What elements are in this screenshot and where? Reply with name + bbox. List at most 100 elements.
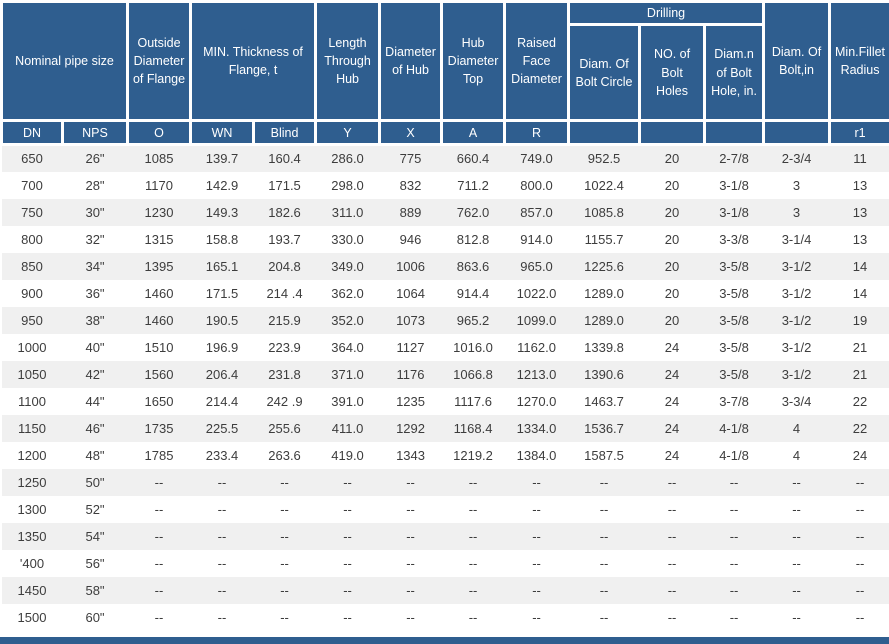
cell: 54": [85, 528, 105, 544]
table-row: '400 56" -- -- -- -- -- -- -- -- -- -- -- --: [1, 549, 889, 577]
cell: 952.5: [587, 151, 621, 167]
cell: 1000: [17, 339, 47, 355]
cell: 193.7: [268, 231, 301, 247]
cell: 165.1: [205, 258, 239, 274]
cell: --: [532, 501, 541, 517]
cell: 749.0: [520, 151, 553, 167]
cell: --: [729, 528, 739, 544]
cell: --: [343, 582, 352, 598]
cell: 263.6: [268, 447, 301, 463]
cell: --: [532, 609, 541, 625]
code-bolt-holes-blank: [638, 119, 707, 147]
table-row: 1450 58" -- -- -- -- -- -- -- -- -- -- -- --: [1, 576, 889, 604]
cell: 206.4: [205, 366, 239, 382]
cell: --: [343, 555, 352, 571]
table-header: Nominal pipe size Outside Diameter of Fl…: [0, 0, 889, 147]
cell: 21: [852, 339, 868, 355]
header-diameter-of-hub: Diameter of Hub: [378, 0, 444, 123]
cell: 24: [664, 366, 680, 382]
cell: 24: [664, 420, 680, 436]
cell: --: [855, 609, 865, 625]
cell: --: [343, 501, 352, 517]
table-row: 1300 52" -- -- -- -- -- -- -- -- -- -- -- --: [1, 495, 889, 523]
cell: --: [599, 528, 609, 544]
cell: 1289.0: [584, 312, 624, 328]
cell: --: [406, 501, 415, 517]
cell: --: [343, 609, 352, 625]
code-bolt-blank: [762, 119, 832, 147]
cell: 3-1/2: [781, 366, 812, 382]
cell: 812.8: [456, 231, 490, 247]
cell: 4-1/8: [719, 420, 749, 436]
cell: 330.0: [331, 231, 364, 247]
cell: 20: [664, 231, 680, 247]
cell: 900: [21, 285, 43, 301]
cell: --: [667, 555, 677, 571]
cell: 352.0: [331, 312, 364, 328]
table-row: 800 32" 1315 158.8 193.7 330.0 946 812.8 914.0 11…: [1, 225, 889, 253]
table-row: 1200 48" 1785 233.4 263.6 419.0 1343 1219.2 1384…: [1, 441, 889, 469]
code-bolt-circle-blank: [567, 119, 642, 147]
cell: 190.5: [205, 312, 239, 328]
cell: --: [154, 474, 164, 490]
header-diam-bolt-circle: Diam. Of Bolt Circle: [567, 23, 642, 123]
cell: 1150: [18, 420, 46, 436]
cell: --: [280, 528, 289, 544]
cell: --: [792, 555, 801, 571]
cell: 411.0: [331, 420, 364, 436]
table-row: 1100 44" 1650 214.4 242 .9 391.0 1235 1117.6 127…: [1, 387, 889, 415]
cell: 3: [792, 177, 801, 193]
cell: 36": [85, 285, 105, 301]
cell: --: [792, 474, 801, 490]
cell: 1100: [18, 393, 46, 409]
cell: 700: [21, 177, 43, 193]
cell: 46": [85, 420, 105, 436]
cell: 1085.8: [584, 204, 624, 220]
cell: 42": [85, 366, 105, 382]
cell: --: [792, 501, 801, 517]
cell: 889: [399, 204, 422, 220]
cell: 58": [85, 582, 105, 598]
cell: --: [599, 609, 609, 625]
cell: 196.9: [205, 339, 239, 355]
cell: --: [154, 609, 164, 625]
cell: 311.0: [331, 204, 364, 220]
code-a: A: [440, 119, 507, 147]
cell: 139.7: [205, 151, 239, 167]
cell: 149.3: [205, 204, 239, 220]
code-blind: Blind: [252, 119, 318, 147]
cell: 1500: [17, 609, 47, 625]
code-dn: DN: [0, 119, 64, 147]
header-min-thickness: MIN. Thickness of Flange, t: [189, 0, 318, 123]
table-row: 650 26" 1085 139.7 160.4 286.0 775 660.4 749.0 95…: [1, 144, 889, 172]
cell: 762.0: [456, 204, 490, 220]
header-nominal-pipe-size: Nominal pipe size: [0, 0, 130, 123]
cell: 223.9: [268, 339, 301, 355]
cell: --: [667, 501, 677, 517]
cell: 44": [85, 393, 105, 409]
table-row: 1500 60" -- -- -- -- -- -- -- -- -- -- -- --: [1, 603, 889, 631]
cell: 1292: [396, 420, 425, 436]
cell: --: [729, 555, 739, 571]
table-row: 1350 54" -- -- -- -- -- -- -- -- -- -- -- --: [1, 522, 889, 550]
cell: 660.4: [456, 151, 490, 167]
cell: --: [154, 528, 164, 544]
cell: 1384.0: [516, 447, 557, 463]
cell: --: [855, 555, 865, 571]
cell: 1785: [144, 447, 174, 463]
cell: 28": [85, 177, 105, 193]
cell: 40": [85, 339, 105, 355]
cell: 171.5: [268, 177, 301, 193]
cell: 1168.4: [453, 420, 493, 436]
cell: 1022.4: [584, 177, 624, 193]
cell: 1560: [144, 366, 174, 382]
cell: 850: [21, 258, 43, 274]
flange-dimensions-table: Nominal pipe size Outside Diameter of Fl…: [0, 0, 889, 631]
cell: 1022.0: [516, 285, 557, 301]
cell: 214.4: [205, 393, 239, 409]
cell: 1460: [144, 312, 174, 328]
cell: --: [667, 609, 677, 625]
cell: --: [855, 582, 865, 598]
header-diam-of-bolt: Diam. Of Bolt,in: [762, 0, 832, 123]
cell: '400: [19, 555, 45, 571]
